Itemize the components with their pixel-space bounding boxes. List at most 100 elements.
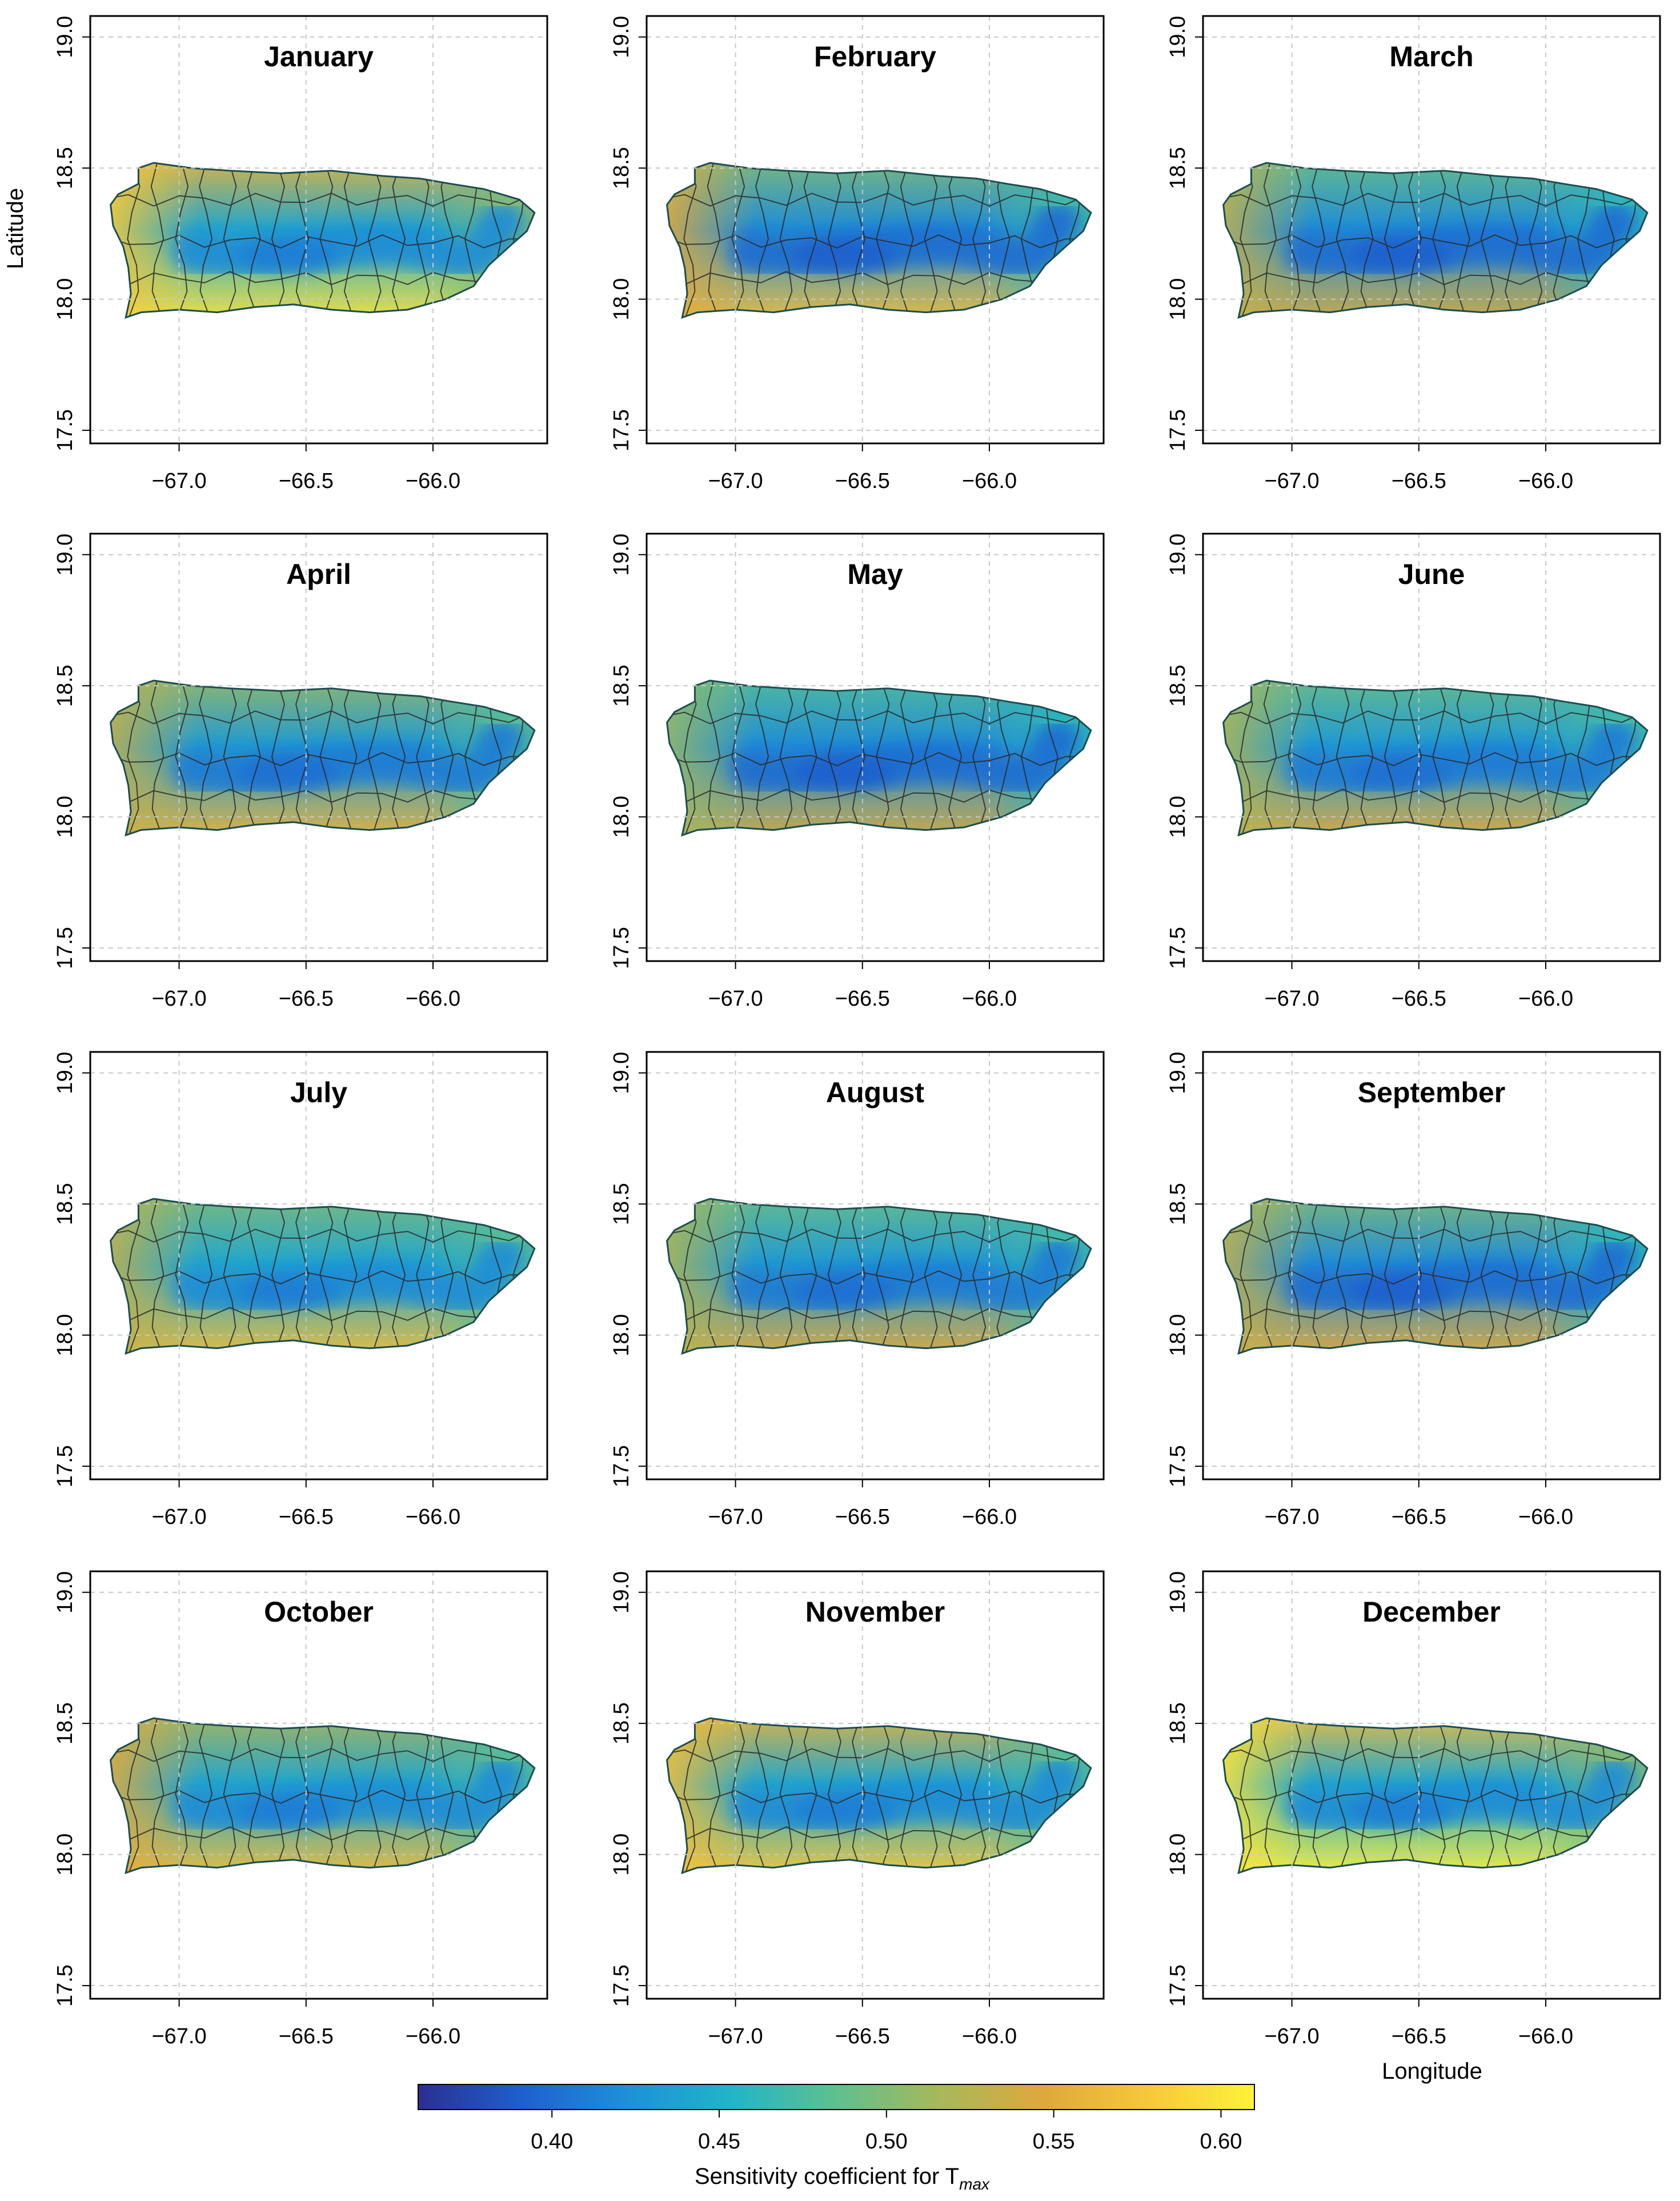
map-panel: −67.0 −66.5 −66.0 17.5 18.0 18.5 19.0 July: [53, 1051, 548, 1529]
x-tick-label: −66.0: [1518, 469, 1573, 493]
gridlines: [647, 1052, 1104, 1479]
coastline: [666, 162, 1092, 319]
x-tick-label: −66.0: [962, 2024, 1017, 2048]
gridlines: [647, 16, 1104, 443]
colorbar-title-subscript: max: [959, 2175, 990, 2193]
plot-frame: [89, 1570, 548, 2000]
map-panel: −67.0 −66.5 −66.0 17.5 18.0 18.5 19.0 January: [53, 15, 548, 493]
y-tick-label: 19.0: [53, 534, 77, 576]
gridlines: [1203, 1052, 1660, 1479]
panel-title: October: [264, 1596, 374, 1628]
x-tick-label: −66.5: [279, 987, 334, 1011]
map-panel: −67.0 −66.5 −66.0 17.5 18.0 18.5 19.0 December: [1166, 1570, 1661, 2048]
panel-title: January: [264, 41, 374, 73]
y-tick-label: 17.5: [53, 1964, 77, 2007]
panel-grid: −67.0 −66.5 −66.0 17.5 18.0 18.5 19.0 January −6…: [53, 15, 1661, 2048]
colorbar-tick-label: 0.60: [1200, 2130, 1242, 2154]
y-tick-label: 18.0: [1166, 278, 1190, 321]
panel-title: February: [814, 41, 936, 73]
panel-title: June: [1398, 558, 1465, 590]
y-tick-label: 17.5: [53, 1445, 77, 1487]
y-tick-label: 19.0: [53, 1571, 77, 1614]
plot-frame: [1202, 533, 1661, 962]
y-tick-label: 18.5: [1166, 147, 1190, 189]
x-tick-label: −67.0: [151, 469, 206, 493]
y-tick-label: 18.0: [610, 796, 633, 838]
x-tick-label: −67.0: [1264, 987, 1319, 1011]
panel-title: September: [1358, 1077, 1505, 1108]
plot-frame: [645, 15, 1105, 445]
y-tick-label: 19.0: [610, 534, 633, 576]
y-tick-label: 17.5: [1166, 1445, 1190, 1487]
y-tick-label: 17.5: [610, 1964, 633, 2007]
panel-title: December: [1362, 1596, 1501, 1628]
panel-title: April: [286, 558, 351, 590]
gridlines: [1203, 16, 1660, 443]
x-tick-label: −66.5: [835, 987, 890, 1011]
x-tick-label: −66.0: [406, 469, 460, 493]
x-tick-label: −66.0: [406, 1505, 460, 1529]
y-tick-label: 17.5: [1166, 1964, 1190, 2007]
y-tick-label: 19.0: [53, 16, 77, 58]
y-tick-label: 19.0: [610, 16, 633, 58]
coastline: [1222, 679, 1649, 837]
gridlines: [90, 16, 547, 443]
y-tick-label: 18.0: [1166, 1314, 1190, 1356]
plot-frame: [89, 1051, 548, 1480]
x-tick-label: −67.0: [708, 469, 763, 493]
y-tick-label: 18.5: [53, 665, 77, 707]
colorbar-tick-label: 0.55: [1033, 2130, 1075, 2154]
colorbar-tick-label: 0.45: [698, 2130, 740, 2154]
y-tick-label: 18.0: [1166, 796, 1190, 838]
y-tick-label: 18.5: [610, 1702, 633, 1744]
x-tick-label: −66.0: [1518, 1505, 1573, 1529]
y-tick-label: 18.5: [53, 147, 77, 189]
x-tick-label: −66.5: [279, 2024, 334, 2048]
x-tick-label: −67.0: [1264, 469, 1319, 493]
y-tick-label: 17.5: [610, 1445, 633, 1487]
plot-frame: [1202, 1570, 1661, 2000]
y-tick-label: 18.5: [1166, 665, 1190, 707]
colorbar-title: Sensitivity coefficient for Tmax: [695, 2164, 990, 2193]
map-panel: −67.0 −66.5 −66.0 17.5 18.0 18.5 19.0 May: [610, 533, 1105, 1011]
colorbar-ticks: 0.40 0.45 0.50 0.55 0.60: [531, 2110, 1242, 2154]
x-tick-label: −66.0: [962, 469, 1017, 493]
y-tick-label: 18.5: [1166, 1183, 1190, 1225]
y-tick-label: 18.0: [53, 796, 77, 838]
coastline: [1222, 1717, 1649, 1874]
x-tick-label: −66.0: [962, 987, 1017, 1011]
gridlines: [90, 1571, 547, 1999]
x-tick-label: −67.0: [708, 987, 763, 1011]
x-tick-label: −66.0: [406, 2024, 460, 2048]
x-tick-label: −66.0: [406, 987, 460, 1011]
y-tick-label: 18.0: [610, 1834, 633, 1876]
y-axis-title: Latitude: [3, 188, 28, 269]
panel-title: March: [1389, 41, 1473, 73]
y-tick-label: 17.5: [1166, 409, 1190, 451]
map-panel: −67.0 −66.5 −66.0 17.5 18.0 18.5 19.0 March: [1166, 15, 1661, 493]
gridlines: [90, 1052, 547, 1479]
map-panel: −67.0 −66.5 −66.0 17.5 18.0 18.5 19.0 September: [1166, 1051, 1661, 1529]
gridlines: [90, 534, 547, 961]
coastline: [110, 1198, 536, 1355]
x-axis-title: Longitude: [1382, 2059, 1482, 2084]
gridlines: [647, 1571, 1104, 1999]
coastline: [110, 1717, 536, 1874]
gridlines: [647, 534, 1104, 961]
panel-title: July: [290, 1077, 347, 1108]
x-tick-label: −66.0: [1518, 2024, 1573, 2048]
colorbar-tick-label: 0.50: [865, 2130, 908, 2154]
y-tick-label: 18.5: [53, 1183, 77, 1225]
coastline: [110, 162, 536, 319]
gridlines: [1203, 534, 1660, 961]
island-sensitivity-field: [667, 681, 1091, 835]
coastline: [666, 679, 1092, 837]
plot-frame: [645, 1570, 1105, 2000]
colorbar-tick-label: 0.40: [531, 2130, 573, 2154]
y-tick-label: 18.5: [610, 1183, 633, 1225]
x-tick-label: −66.5: [1392, 2024, 1446, 2048]
y-tick-label: 19.0: [1166, 1571, 1190, 1614]
plot-frame: [89, 533, 548, 962]
panel-title: November: [805, 1596, 945, 1628]
